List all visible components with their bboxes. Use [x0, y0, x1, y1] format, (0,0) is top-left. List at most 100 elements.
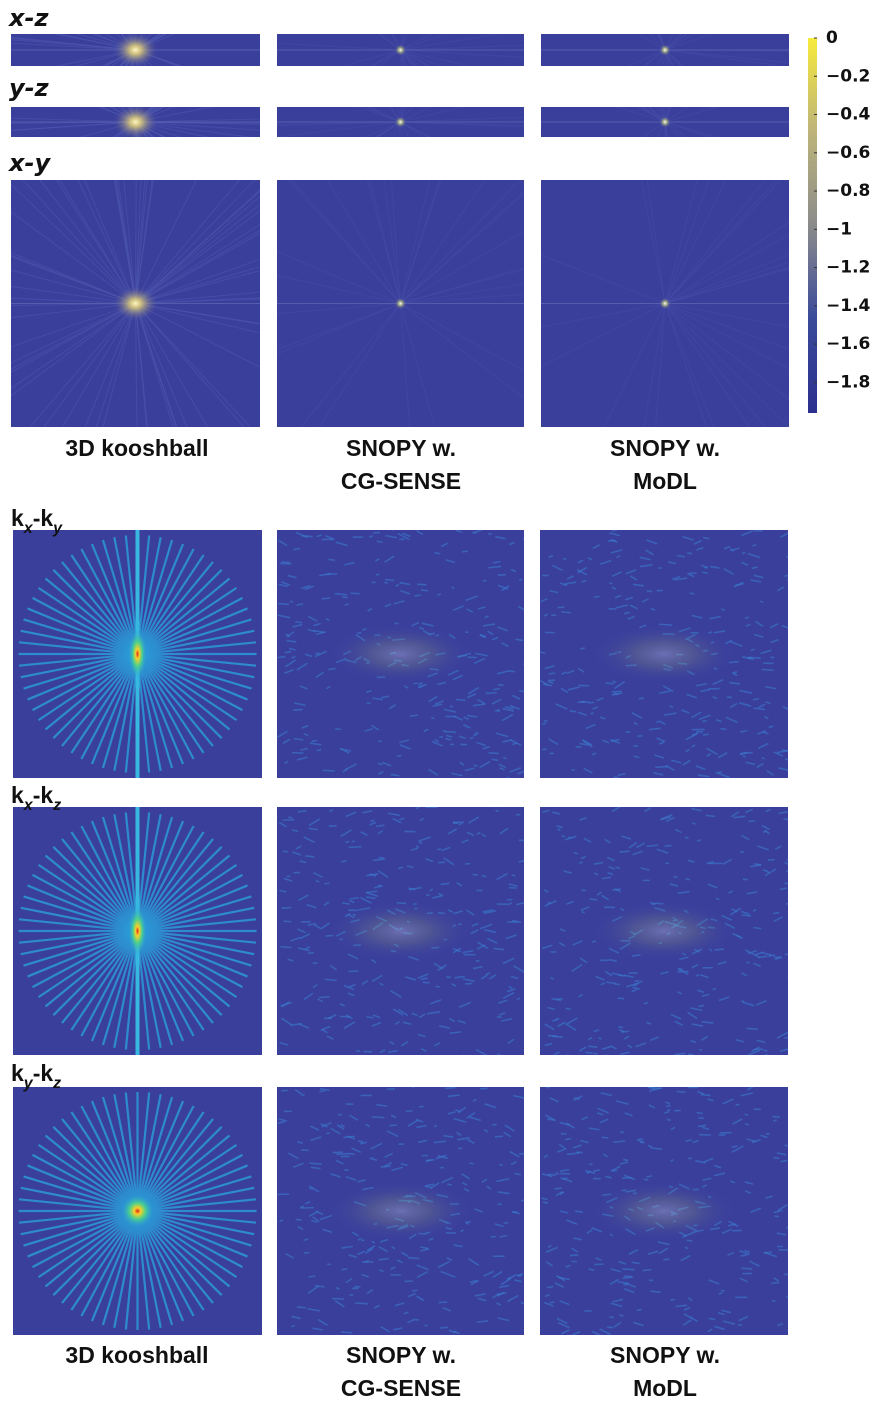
- colorbar-tick-label: −0.2: [826, 66, 870, 86]
- column-label: SNOPY w.: [346, 435, 456, 461]
- speckle: [488, 534, 491, 535]
- speckle: [752, 545, 756, 546]
- speckle: [786, 557, 790, 558]
- speckle: [615, 867, 620, 868]
- speckle: [590, 899, 598, 900]
- label-part: -k: [33, 505, 54, 531]
- speckle: [609, 583, 612, 584]
- psf-peak: [112, 104, 159, 140]
- speckle: [474, 765, 478, 766]
- speckle: [392, 528, 396, 530]
- speckle: [326, 574, 337, 575]
- speckle: [721, 609, 724, 610]
- speckle: [358, 1141, 363, 1142]
- speckle: [456, 699, 466, 700]
- speckle: [315, 1286, 324, 1287]
- speckle: [667, 1119, 671, 1120]
- speckle: [685, 879, 690, 880]
- speckle: [524, 959, 531, 962]
- speckle: [440, 1327, 448, 1328]
- colorbar-tick-label: −0.6: [826, 143, 870, 163]
- speckle: [377, 541, 383, 542]
- speckle: [643, 1270, 652, 1271]
- speckle: [773, 1120, 776, 1121]
- speckle: [376, 825, 384, 826]
- subscript: y: [52, 520, 63, 537]
- row-label: x-y: [8, 149, 51, 177]
- speckle: [415, 595, 421, 596]
- speckle: [312, 740, 317, 741]
- speckle: [416, 846, 419, 847]
- psf-peak: [659, 298, 671, 310]
- speckle: [702, 572, 707, 573]
- speckle: [599, 1038, 602, 1039]
- speckle: [746, 962, 749, 963]
- speckle: [343, 1136, 355, 1137]
- speckle: [327, 1264, 331, 1265]
- speckle: [381, 1166, 391, 1167]
- speckle: [316, 881, 319, 882]
- speckle: [588, 1046, 597, 1047]
- speckle: [637, 1309, 642, 1310]
- speckle: [549, 1302, 554, 1303]
- k-center: [326, 901, 474, 961]
- speckle: [783, 819, 788, 820]
- speckle: [406, 1111, 413, 1112]
- speckle: [781, 1160, 788, 1161]
- speckle: [523, 538, 527, 539]
- speckle: [385, 580, 394, 581]
- speckle: [498, 575, 506, 576]
- figure: x-zy-zx-y3D kooshballSNOPY w.CG-SENSESNO…: [0, 0, 882, 1401]
- speckle: [373, 532, 380, 533]
- speckle: [721, 1290, 725, 1291]
- speckle: [296, 1219, 302, 1220]
- speckle: [301, 1208, 314, 1209]
- colorbar-tick-label: −1.2: [826, 258, 870, 278]
- label-part: -k: [33, 782, 54, 808]
- speckle: [395, 623, 399, 624]
- speckle: [308, 952, 314, 953]
- speckle: [412, 1084, 418, 1087]
- speckle: [341, 1269, 347, 1270]
- speckle: [702, 1022, 714, 1023]
- speckle: [305, 856, 314, 857]
- speckle: [593, 1053, 597, 1054]
- speckle: [495, 802, 503, 807]
- psf-peak: [395, 298, 407, 310]
- speckle: [285, 652, 291, 653]
- speckle: [549, 673, 555, 674]
- colorbar-tick-label: −0.4: [826, 105, 871, 125]
- speckle: [410, 715, 418, 716]
- speckle: [763, 870, 767, 871]
- speckle: [622, 1269, 634, 1270]
- speckle: [743, 879, 748, 880]
- speckle: [582, 912, 585, 913]
- speckle: [293, 709, 302, 710]
- speckle: [542, 723, 546, 724]
- speckle: [665, 846, 672, 847]
- column-label: CG-SENSE: [341, 1375, 461, 1401]
- speckle: [716, 898, 720, 899]
- speckle: [495, 1136, 503, 1137]
- label-part: k: [11, 782, 24, 808]
- speckle: [349, 971, 359, 972]
- speckle: [335, 729, 341, 730]
- row-label: y-z: [9, 74, 50, 102]
- speckle: [480, 1088, 487, 1089]
- speckle: [646, 1176, 652, 1177]
- speckle: [738, 1325, 742, 1326]
- speckle: [417, 584, 426, 585]
- speckle: [747, 1028, 758, 1029]
- speckle: [754, 928, 762, 929]
- speckle: [655, 767, 668, 768]
- speckle: [492, 759, 498, 760]
- speckle: [699, 1049, 702, 1050]
- speckle: [784, 1274, 788, 1275]
- speckle: [763, 1050, 767, 1051]
- speckle: [594, 597, 600, 598]
- speckle: [512, 875, 515, 876]
- speckle: [634, 981, 639, 982]
- speckle: [332, 1299, 344, 1300]
- speckle: [278, 657, 286, 658]
- speckle: [698, 1125, 706, 1126]
